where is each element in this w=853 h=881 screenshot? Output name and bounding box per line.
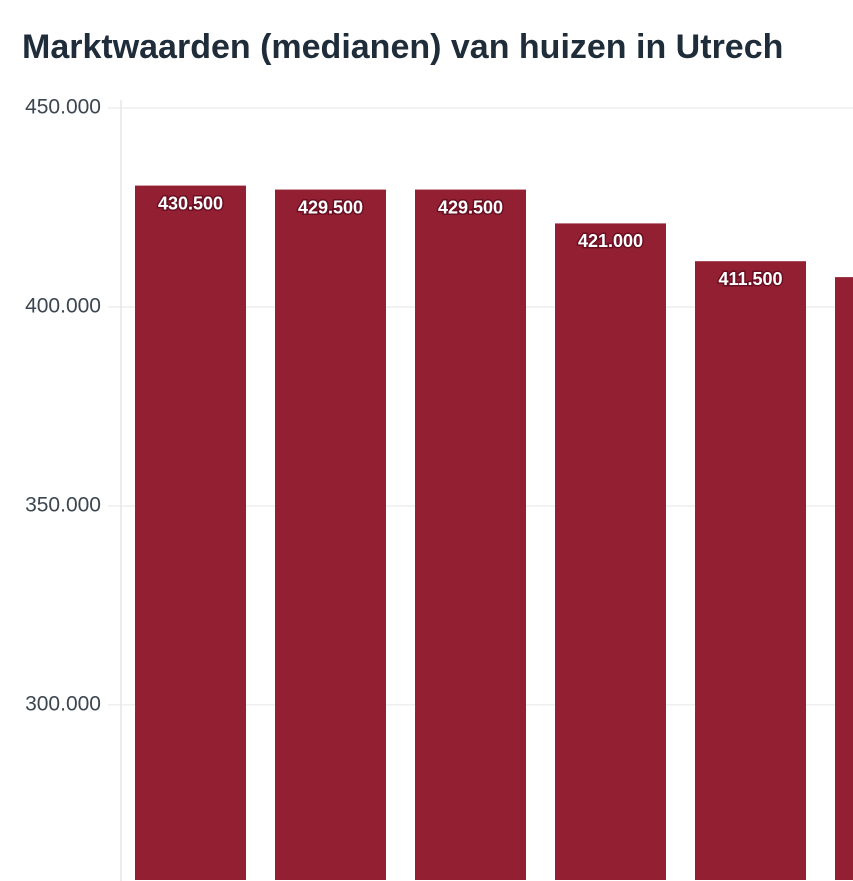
- y-tick-label: 450.000: [25, 96, 101, 119]
- data-label: 421.000: [578, 231, 643, 251]
- bar: [695, 261, 806, 880]
- chart-title: Marktwaarden (medianen) van huizen in Ut…: [22, 28, 783, 66]
- data-label: 430.500: [158, 193, 223, 213]
- bar: [135, 185, 246, 881]
- bar: [835, 277, 853, 880]
- y-tick-label: 400.000: [25, 295, 101, 318]
- bar: [555, 223, 666, 880]
- y-tick-label: 300.000: [25, 692, 101, 715]
- data-label: 429.500: [298, 197, 363, 217]
- data-label: 411.500: [718, 269, 782, 289]
- bar: [275, 189, 386, 880]
- y-tick-label: 350.000: [25, 493, 101, 516]
- bar: [415, 189, 526, 880]
- data-label: 429.500: [438, 197, 503, 217]
